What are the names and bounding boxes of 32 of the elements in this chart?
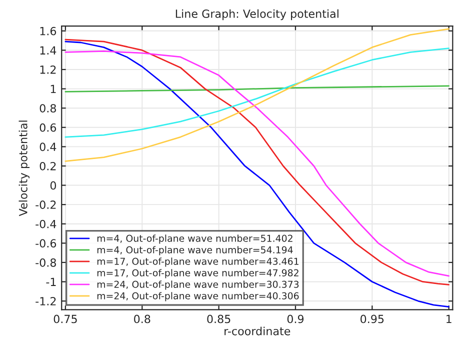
y-tick-label: 1 <box>50 84 56 94</box>
y-tick-label: 0.8 <box>40 104 56 112</box>
y-axis-title: Velocity potential <box>18 120 30 216</box>
y-tick-label: 0 <box>50 181 56 190</box>
y-tick-label: 0.6 <box>40 123 56 132</box>
y-tick-label: -1.2 <box>36 297 56 306</box>
y-tick-label: -0.2 <box>36 200 56 209</box>
legend-label: m=24, Out-of-plane wave number=30.373 <box>97 280 299 290</box>
legend-label: m=4, Out-of-plane wave number=54.194 <box>97 246 293 256</box>
legend-label: m=24, Out-of-plane wave number=40.306 <box>97 292 299 302</box>
y-tick-label: -0.8 <box>36 258 56 267</box>
x-tick-label: 0.85 <box>207 314 230 324</box>
legend-label: m=4, Out-of-plane wave number=51.402 <box>97 234 292 244</box>
x-tick-label: 0.75 <box>54 314 77 324</box>
x-tick-label: 0.95 <box>360 314 384 324</box>
y-tick-label: 0.2 <box>40 162 56 170</box>
legend-label: m=17, Out-of-plane wave number=43.461 <box>97 258 298 267</box>
y-tick-label: 1.2 <box>40 65 56 74</box>
line-series <box>64 48 450 138</box>
y-tick-label: -0.4 <box>36 220 56 228</box>
y-tick-label: 0.4 <box>40 142 56 152</box>
y-tick-label: -1 <box>46 278 56 286</box>
x-axis-title: r-coordinate <box>224 326 290 336</box>
chart-title: Line Graph: Velocity potential <box>176 9 338 20</box>
x-tick-label: 0.8 <box>134 314 150 324</box>
y-tick-label: -0.6 <box>36 239 56 248</box>
line-series <box>64 28 450 162</box>
y-tick-label: 1.6 <box>40 26 56 36</box>
y-tick-label: 1.4 <box>40 46 56 54</box>
legend-label: m=17, Out-of-plane wave number=47.982 <box>97 269 298 278</box>
x-tick-label: 1 <box>446 314 452 324</box>
x-tick-label: 0.9 <box>287 314 304 324</box>
